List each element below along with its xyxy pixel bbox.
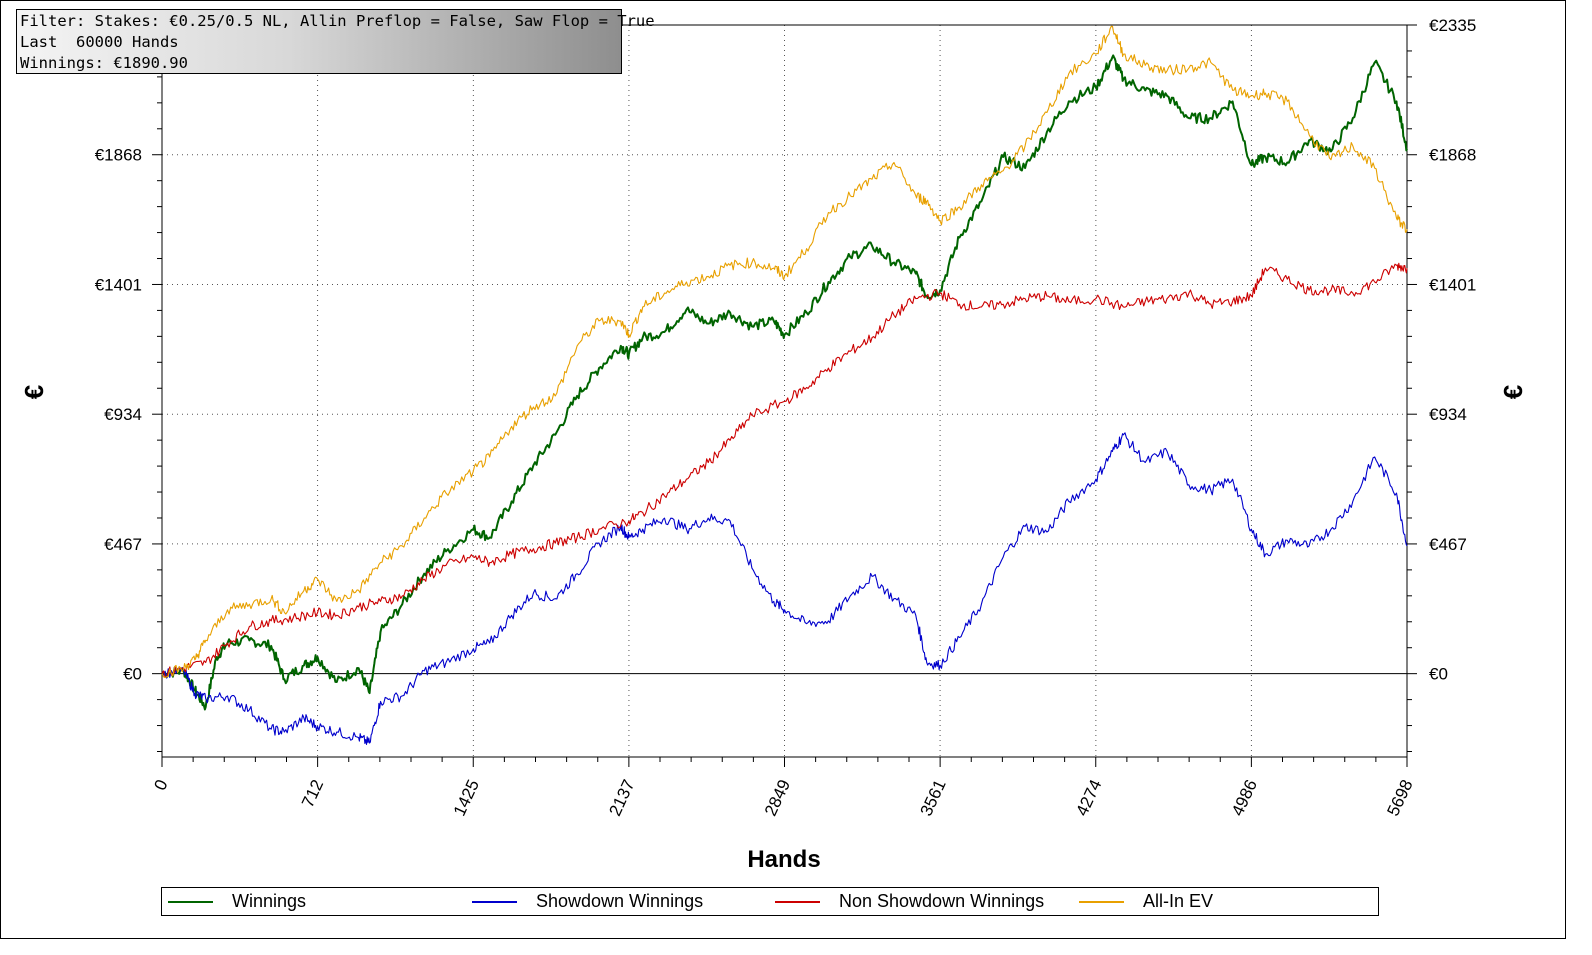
hands-count-line: Last 60000 Hands — [20, 33, 179, 51]
axes — [152, 24, 1417, 767]
legend: Winnings Showdown Winnings Non Showdown … — [161, 887, 1379, 916]
x-tick-label: 3561 — [916, 777, 949, 819]
legend-swatch-non-showdown — [775, 901, 820, 903]
chart-frame — [0, 0, 1566, 939]
x-tick-label: 4986 — [1228, 777, 1261, 819]
x-tick-label: 0 — [150, 777, 171, 794]
y-tick-label-left: €1868 — [95, 146, 142, 165]
y-tick-label-right: €1401 — [1429, 275, 1476, 294]
y-tick-label-right: €0 — [1429, 665, 1448, 684]
x-tick-label: 712 — [298, 777, 327, 811]
x-tick-label: 5698 — [1383, 777, 1416, 819]
legend-swatch-showdown — [472, 901, 517, 903]
filter-line: Filter: Stakes: €0.25/0.5 NL, Allin Pref… — [20, 12, 655, 30]
legend-label-allin-ev: All-In EV — [1143, 891, 1214, 911]
y-axis-title-left: € — [19, 385, 49, 399]
x-tick-label: 2137 — [605, 777, 638, 819]
x-tick-label: 2849 — [761, 777, 794, 819]
x-tick-label: 1425 — [450, 777, 483, 819]
legend-label-winnings: Winnings — [232, 891, 307, 911]
legend-swatch-winnings — [168, 901, 213, 903]
series-line-winnings — [161, 54, 1408, 711]
x-axis-title: Hands — [747, 846, 820, 873]
y-tick-label-right: €934 — [1429, 405, 1467, 424]
y-axis-title-right: € — [1498, 385, 1528, 399]
series-layer — [161, 25, 1408, 745]
tick-labels: €0 €467 €934 €1401 €1868 €0 €467 €934 €1401 €1868… — [95, 16, 1477, 819]
series-line-all-in-ev — [161, 25, 1408, 679]
x-tick-label: 4274 — [1072, 777, 1105, 819]
y-tick-label-right: €467 — [1429, 535, 1467, 554]
legend-label-non-showdown: Non Showdown Winnings — [839, 891, 1045, 911]
series-line-showdown-winnings — [161, 432, 1408, 745]
winnings-line: Winnings: €1890.90 — [20, 54, 188, 72]
y-tick-label-left: €1401 — [95, 275, 142, 294]
y-tick-label-right: €1868 — [1429, 146, 1476, 165]
legend-swatch-allin-ev — [1079, 901, 1124, 903]
filter-info-box: Filter: Stakes: €0.25/0.5 NL, Allin Pref… — [16, 9, 655, 74]
legend-label-showdown: Showdown Winnings — [536, 891, 704, 911]
grid-lines — [162, 25, 1407, 757]
series-line-non-showdown-winnings — [161, 262, 1408, 679]
y-tick-label-left: €467 — [104, 535, 142, 554]
y-tick-label-left: €934 — [104, 405, 142, 424]
y-tick-label-left: €0 — [123, 665, 142, 684]
y-tick-label-right: €2335 — [1429, 16, 1476, 35]
